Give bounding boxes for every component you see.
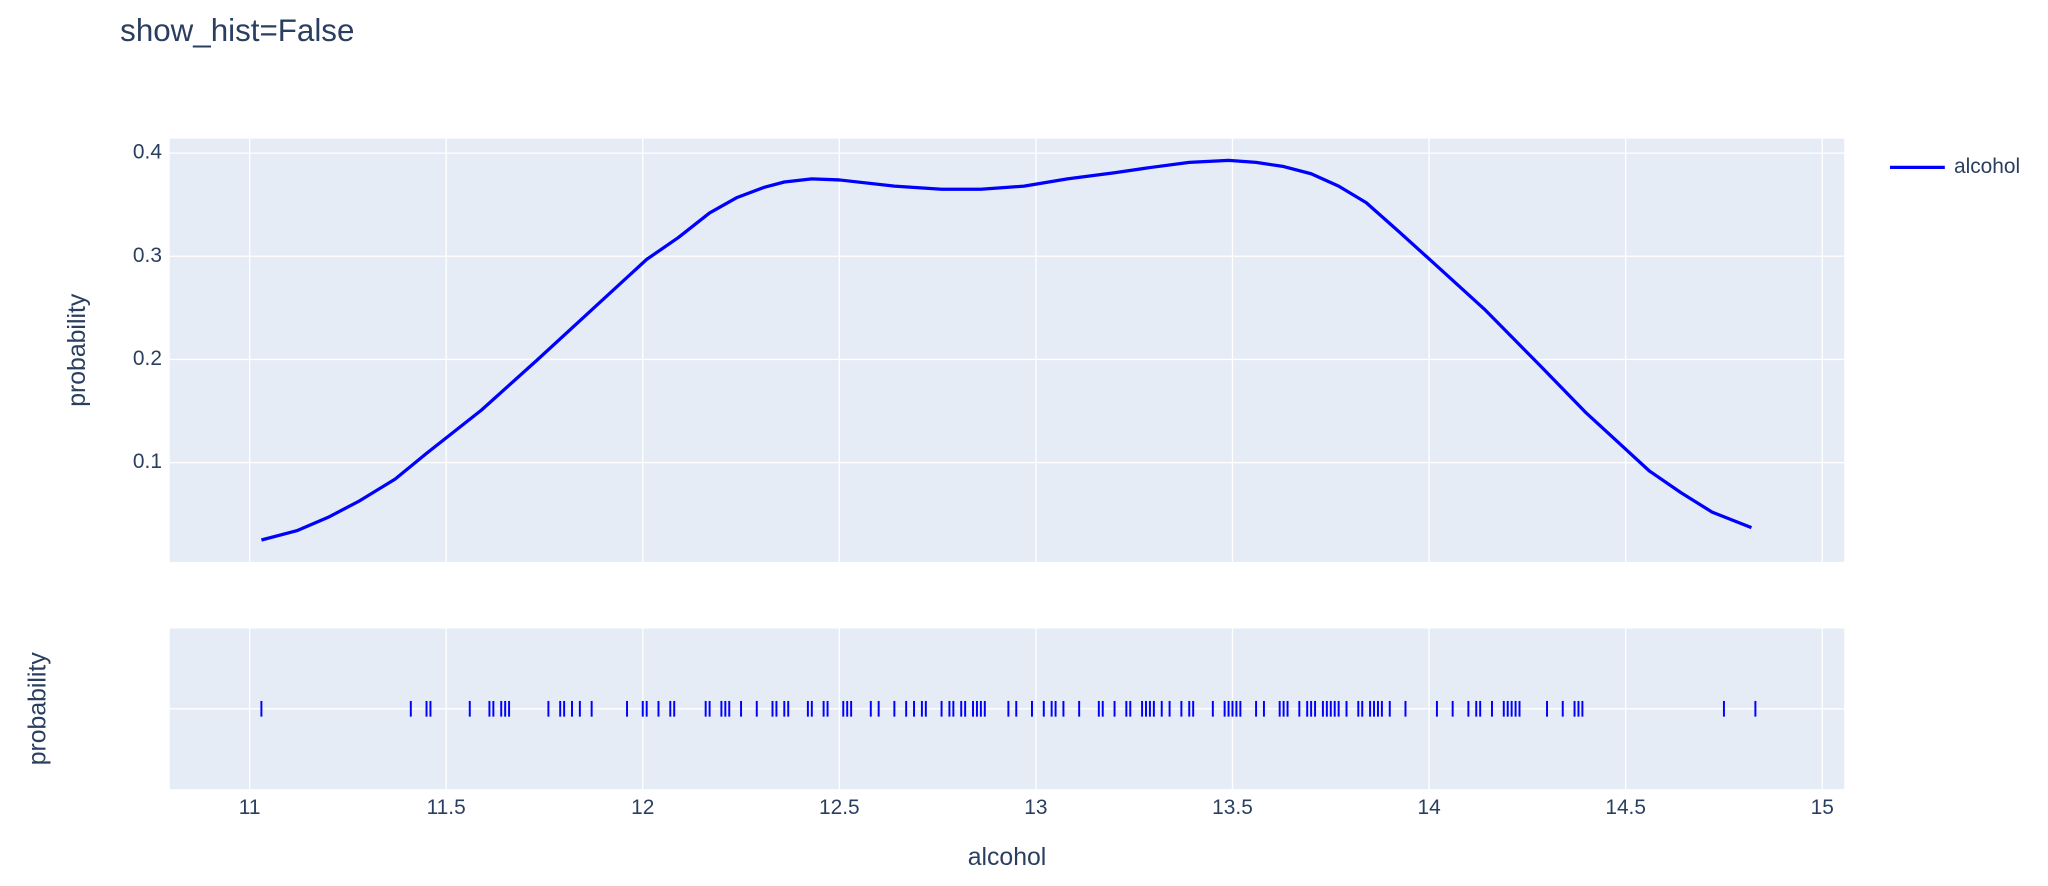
x-tick-label: 12 [631,796,654,819]
x-tick-label: 15 [1811,796,1834,819]
y-axis-title: probability [25,652,52,766]
legend-label: alcohol [1954,155,2020,178]
y-tick-label: 0.3 [133,244,162,267]
x-tick-label: 12.5 [819,796,860,819]
x-tick-label: 14.5 [1605,796,1646,819]
x-tick-label: 13.5 [1212,796,1253,819]
x-tick-label: 13 [1024,796,1047,819]
y-axis-title: probability [64,293,91,407]
y-tick-label: 0.2 [133,347,162,370]
x-tick-label: 11 [239,796,261,819]
x-tick-label: 11.5 [427,796,466,819]
chart-title: show_hist=False [120,13,354,48]
plot-area [169,138,1845,562]
x-axis-title: alcohol [968,844,1047,871]
y-tick-label: 0.1 [133,450,162,473]
x-tick-label: 14 [1417,796,1440,819]
kde-line [260,158,1753,542]
y-tick-label: 0.4 [133,141,162,164]
